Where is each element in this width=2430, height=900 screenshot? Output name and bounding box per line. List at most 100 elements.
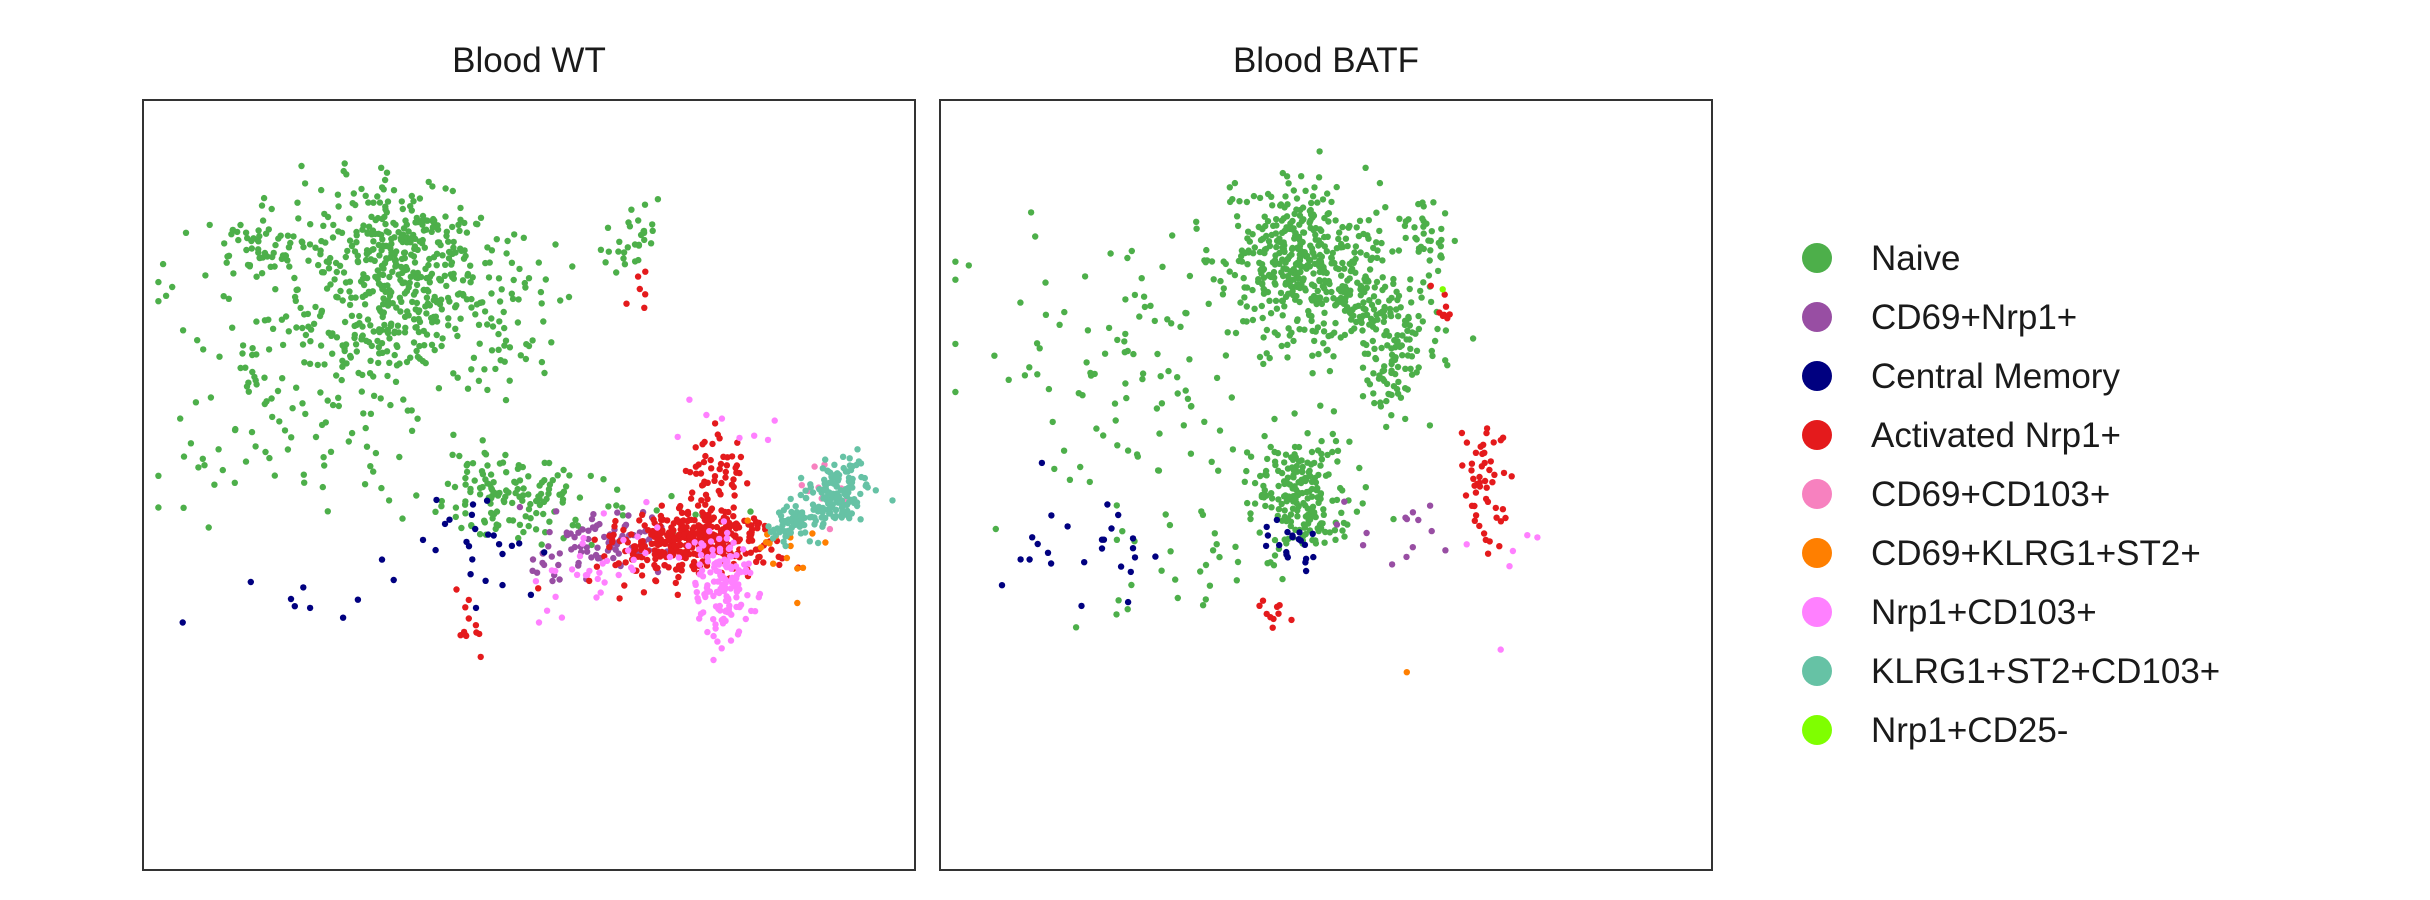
data-point (1122, 296, 1129, 303)
data-point (675, 573, 682, 581)
data-point (1369, 337, 1377, 345)
data-point (1217, 277, 1224, 285)
data-point (1346, 275, 1353, 282)
data-point (1399, 332, 1406, 339)
data-point (1301, 541, 1309, 548)
data-point (1337, 334, 1345, 341)
data-point (400, 231, 407, 239)
data-point (1042, 311, 1050, 318)
data-point (657, 553, 664, 560)
data-point (952, 258, 959, 265)
data-point (641, 304, 648, 311)
data-point (329, 234, 337, 241)
data-point (591, 536, 598, 543)
data-point (1087, 372, 1095, 379)
data-point (1332, 319, 1339, 327)
legend-label: Activated Nrp1+ (1871, 416, 2121, 455)
data-point (1124, 606, 1131, 613)
data-point (512, 479, 519, 486)
data-point (445, 315, 452, 322)
data-point (1294, 513, 1301, 520)
data-point (1290, 467, 1298, 475)
data-point (446, 516, 453, 523)
data-point (1371, 284, 1379, 291)
data-point (638, 562, 646, 570)
data-point (1331, 259, 1338, 267)
data-point (423, 294, 431, 301)
data-point (251, 373, 258, 381)
data-point (1305, 307, 1312, 315)
data-point (730, 513, 737, 520)
data-point (495, 330, 502, 338)
data-point (1315, 350, 1322, 358)
data-point (271, 472, 278, 479)
data-point (552, 593, 559, 600)
data-point (488, 347, 496, 354)
data-point (360, 281, 368, 289)
data-point (278, 316, 286, 323)
data-point (1278, 500, 1285, 508)
data-point (1275, 467, 1282, 474)
data-point (232, 425, 239, 433)
data-point (606, 543, 613, 551)
data-point (468, 295, 475, 303)
data-point (733, 588, 741, 595)
data-point (569, 522, 576, 529)
data-point (1256, 529, 1263, 536)
data-point (635, 217, 642, 224)
data-point (641, 201, 649, 208)
data-point (770, 560, 777, 567)
data-point (476, 340, 483, 347)
data-point (1381, 313, 1388, 320)
data-point (611, 523, 618, 530)
data-point (557, 297, 564, 304)
data-point (591, 525, 599, 533)
data-point (1451, 237, 1459, 245)
data-point (701, 511, 708, 519)
data-point (674, 433, 681, 441)
data-point (365, 199, 372, 206)
data-point (444, 480, 452, 487)
data-point (192, 399, 200, 406)
data-point (441, 520, 449, 528)
data-point (1208, 258, 1216, 265)
legend-item: CD69+KLRG1+ST2+ (1802, 534, 2201, 573)
data-point (619, 504, 626, 511)
data-point (1284, 354, 1291, 361)
data-point (532, 578, 540, 585)
data-point (1402, 415, 1409, 423)
data-point (1270, 562, 1278, 569)
data-point (1296, 212, 1304, 219)
data-point (675, 505, 683, 512)
data-point (1386, 391, 1394, 398)
data-point (674, 591, 681, 598)
data-point (710, 632, 717, 640)
data-point (370, 238, 377, 245)
data-point (1324, 210, 1331, 218)
data-point (1366, 266, 1374, 273)
data-point (527, 591, 535, 598)
data-point (1267, 443, 1274, 451)
data-point (1213, 374, 1221, 382)
data-point (1318, 450, 1325, 457)
data-point (556, 550, 563, 557)
data-point (506, 377, 513, 384)
data-point (279, 375, 286, 382)
data-point (695, 461, 702, 468)
data-point (847, 496, 854, 503)
data-point (799, 564, 807, 571)
data-point (824, 467, 831, 474)
data-point (1368, 301, 1376, 309)
data-point (1395, 292, 1403, 300)
data-point (420, 286, 427, 294)
legend-marker (1802, 302, 1832, 332)
data-point (1404, 386, 1411, 393)
data-point (841, 501, 848, 508)
data-point (751, 432, 758, 439)
data-point (1277, 201, 1285, 208)
data-point (1316, 148, 1323, 155)
data-point (1267, 614, 1274, 621)
data-point (1290, 225, 1297, 232)
data-point (1251, 305, 1258, 312)
data-point (693, 470, 700, 477)
